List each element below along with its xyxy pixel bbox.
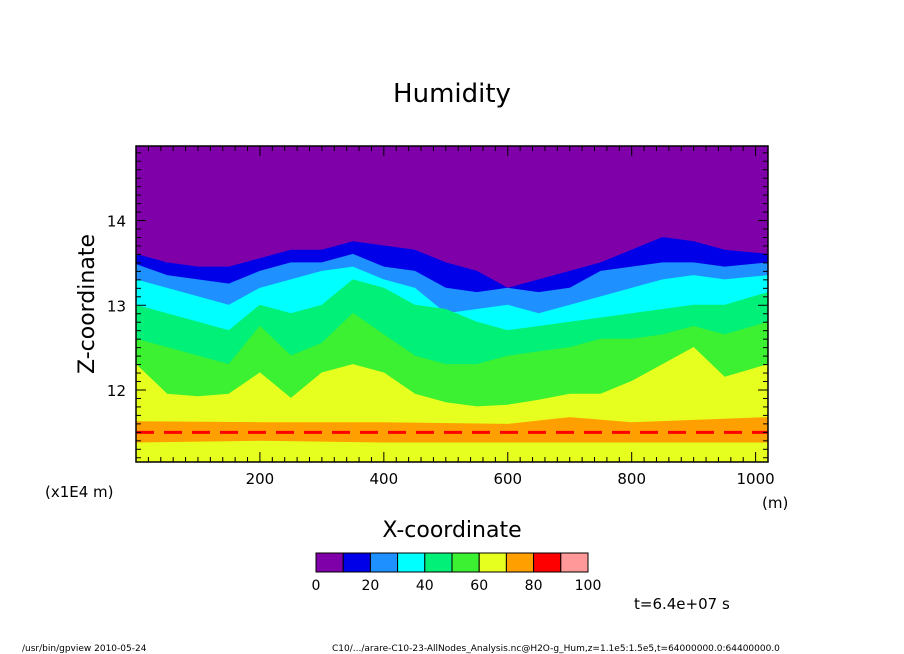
y-tick-label: 14 bbox=[107, 213, 126, 231]
x-axis-label: X-coordinate bbox=[382, 518, 521, 543]
plot-frame bbox=[135, 145, 769, 463]
colorbar-tick-label: 20 bbox=[361, 578, 379, 594]
colorbar-tick-label: 80 bbox=[525, 578, 543, 594]
colorbar-tick-label: 40 bbox=[416, 578, 434, 594]
contour-field bbox=[136, 146, 768, 462]
colorbar: 0 20 40 60 80 100 bbox=[312, 552, 602, 594]
y-axis-label: Z-coordinate bbox=[75, 234, 100, 374]
colorbar-swatch bbox=[369, 552, 399, 573]
colorbar-swatch bbox=[397, 552, 426, 573]
x-tick-label: 1000 bbox=[737, 470, 775, 488]
colorbar-swatch bbox=[451, 552, 480, 573]
colorbar-tick-label: 60 bbox=[470, 578, 488, 594]
colorbar-tick-label: 100 bbox=[575, 578, 602, 594]
x-tick-label: 800 bbox=[617, 470, 646, 488]
x-tick-label: 600 bbox=[493, 470, 522, 488]
y-unit-label: (x1E4 m) bbox=[45, 483, 114, 501]
colorbar-swatch bbox=[315, 552, 344, 573]
y-axis: 12 13 14 bbox=[107, 152, 768, 459]
x-tick-label: 400 bbox=[370, 470, 399, 488]
time-label: t=6.4e+07 s bbox=[634, 595, 730, 613]
chart-title: Humidity bbox=[393, 79, 511, 109]
x-axis: 200 400 600 800 1000 bbox=[135, 146, 775, 488]
y-tick-label: 13 bbox=[107, 297, 126, 315]
colorbar-swatch bbox=[533, 552, 562, 573]
colorbar-swatch bbox=[478, 552, 507, 573]
footer-right: C10/.../arare-C10-23-AllNodes_Analysis.n… bbox=[332, 644, 780, 654]
x-tick-label: 200 bbox=[246, 470, 275, 488]
x-unit-label: (m) bbox=[762, 494, 788, 512]
colorbar-swatch bbox=[560, 552, 589, 573]
contour-band-70 bbox=[136, 417, 768, 443]
colorbar-swatch bbox=[505, 552, 535, 573]
colorbar-swatch bbox=[424, 552, 453, 573]
footer-left: /usr/bin/gpview 2010-05-24 bbox=[22, 644, 147, 654]
y-tick-label: 12 bbox=[107, 382, 126, 400]
colorbar-swatch bbox=[342, 552, 371, 573]
colorbar-tick-label: 0 bbox=[312, 578, 321, 594]
